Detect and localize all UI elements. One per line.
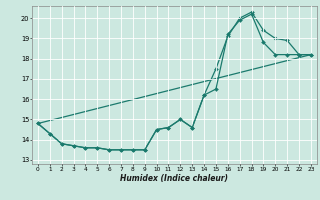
X-axis label: Humidex (Indice chaleur): Humidex (Indice chaleur) (120, 174, 228, 183)
